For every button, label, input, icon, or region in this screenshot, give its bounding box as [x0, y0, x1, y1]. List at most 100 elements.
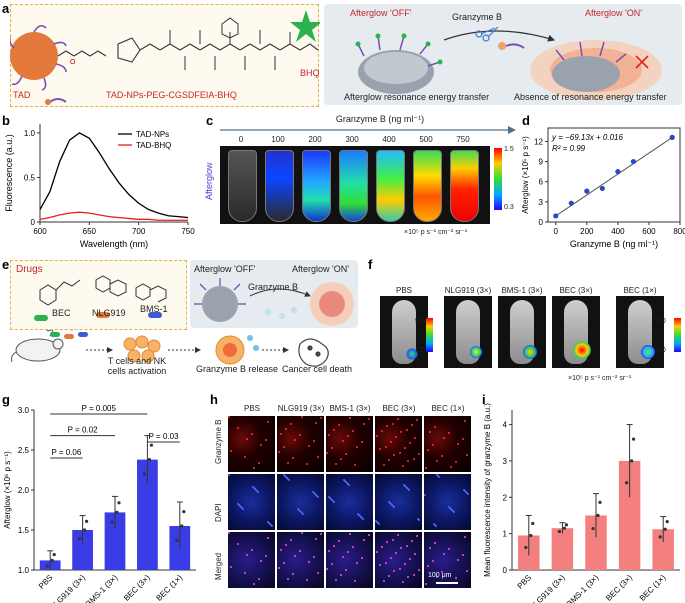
on-nanoparticle-glow: [530, 40, 662, 100]
fluorescent-spot: [361, 557, 363, 559]
fluorescent-spot: [340, 458, 342, 460]
nucleus-spot: [228, 474, 230, 476]
nucleus-spot: [345, 481, 347, 483]
nucleus-spot: [284, 475, 286, 477]
column-label: BMS-1 (3×): [329, 404, 371, 413]
nucleus-spot: [301, 512, 303, 514]
sample-tube: [450, 150, 479, 222]
nucleus-spot: [252, 486, 254, 488]
replicate-dot: [147, 458, 151, 462]
fluorescent-spot: [390, 441, 392, 443]
fluorescent-spot: [349, 417, 351, 419]
panel-c-label: c: [206, 113, 214, 128]
fluorescent-spot: [402, 581, 404, 583]
replicate-dot: [110, 520, 114, 524]
colorscale-bar-f1: [426, 318, 433, 352]
fluorescent-spot: [347, 551, 349, 553]
fluorescent-spot: [383, 580, 385, 582]
scale2-min: 1.0: [656, 347, 666, 354]
panel-f-label: f: [368, 257, 373, 272]
micrograph-tile: [277, 532, 324, 588]
fluorescent-spot: [258, 578, 260, 580]
y-tick-label: 1.5: [18, 526, 30, 535]
y-tick-label: 12: [534, 137, 543, 146]
row-label: Granzyme B: [214, 419, 223, 464]
nucleus-spot: [438, 476, 440, 478]
column-label: NLG919 (3×): [277, 404, 325, 413]
nucleus-spot: [287, 478, 289, 480]
nucleus-spot: [329, 497, 331, 499]
fluorescent-spot: [393, 570, 395, 572]
nucleus-spot: [240, 506, 242, 508]
nucleus-spot: [255, 489, 257, 491]
replicate-dot: [557, 529, 561, 534]
nucleus-spot: [299, 510, 301, 512]
nucleus-spot: [333, 501, 335, 503]
nucleus-spot: [393, 506, 395, 508]
fluorescent-spot: [414, 553, 416, 555]
micrograph-tile: [326, 532, 373, 588]
p-value-label: P = 0.005: [82, 404, 117, 413]
fluorescent-spot: [434, 542, 436, 544]
fluorescent-spot: [340, 574, 342, 576]
molecule-box: [10, 4, 319, 107]
x-tick-label: 800: [673, 227, 685, 236]
fluorescent-spot: [466, 570, 468, 572]
data-point: [669, 134, 675, 140]
x-tick-label: BEC (1×): [154, 573, 184, 603]
fluorescent-spot: [331, 563, 333, 565]
fluorescent-spot: [347, 435, 349, 437]
fluorescent-spot: [356, 562, 358, 564]
fluorescent-spot: [441, 571, 443, 573]
afterglow-off-label: Afterglow 'OFF': [350, 8, 412, 18]
mouse-image-panel: [616, 296, 664, 368]
bar: [618, 460, 641, 570]
replicate-dot: [665, 520, 669, 524]
y-tick-label: 0: [503, 566, 508, 575]
row-label: Merged: [214, 552, 223, 580]
nucleus-spot: [418, 519, 420, 521]
fluorescent-spot: [356, 446, 358, 448]
fluorescent-spot: [352, 546, 354, 548]
nucleus-spot: [392, 505, 394, 507]
fluorescent-spot: [278, 451, 280, 453]
fluorescent-spot: [333, 429, 335, 431]
bhq-quencher-star: [290, 10, 320, 42]
fluorescent-spot: [265, 555, 267, 557]
micrograph-tile: [228, 532, 275, 588]
bar: [137, 459, 158, 570]
nucleus-spot: [302, 513, 304, 515]
nucleus-spot: [436, 474, 438, 476]
nucleus-spot: [254, 488, 256, 490]
fluorescent-spot: [313, 556, 315, 558]
x-tick-label: 750: [181, 227, 195, 236]
fluorescent-spot: [432, 560, 434, 562]
data-point: [630, 158, 637, 165]
data-point: [553, 213, 559, 219]
fluorescent-spot: [237, 427, 239, 429]
fluorescent-spot: [246, 554, 248, 556]
micrograph-tile: [277, 474, 324, 530]
fluorescent-spot: [464, 536, 466, 538]
y-tick-label: 6: [539, 178, 544, 187]
y-axis-label: Mean fluorescence intensity of granzyme …: [483, 403, 492, 577]
r-squared: R² = 0.99: [552, 144, 586, 153]
nucleus-spot: [463, 489, 465, 491]
fluorescent-spot: [395, 436, 397, 438]
replicate-dot: [85, 519, 89, 523]
y-tick-label: 1: [503, 530, 508, 539]
fluorescent-spot: [429, 431, 431, 433]
replicate-dot: [149, 443, 153, 447]
replicate-dot: [562, 526, 566, 530]
replicate-dot: [142, 472, 146, 476]
fluorescent-spot: [409, 442, 411, 444]
nucleus-spot: [405, 486, 407, 488]
micrograph-tile: [375, 532, 422, 588]
svg-text:O: O: [70, 59, 76, 66]
nucleus-spot: [464, 490, 466, 492]
sample-tube: [228, 150, 257, 222]
fluorescent-spot: [399, 568, 401, 570]
emission-spectrum-chart: 600 650 700 750 0 0.5 1.0 Wavelength (nm) Fluore…: [4, 124, 195, 249]
fluorescent-spot: [395, 552, 397, 554]
micrograph-tile: [326, 474, 373, 530]
